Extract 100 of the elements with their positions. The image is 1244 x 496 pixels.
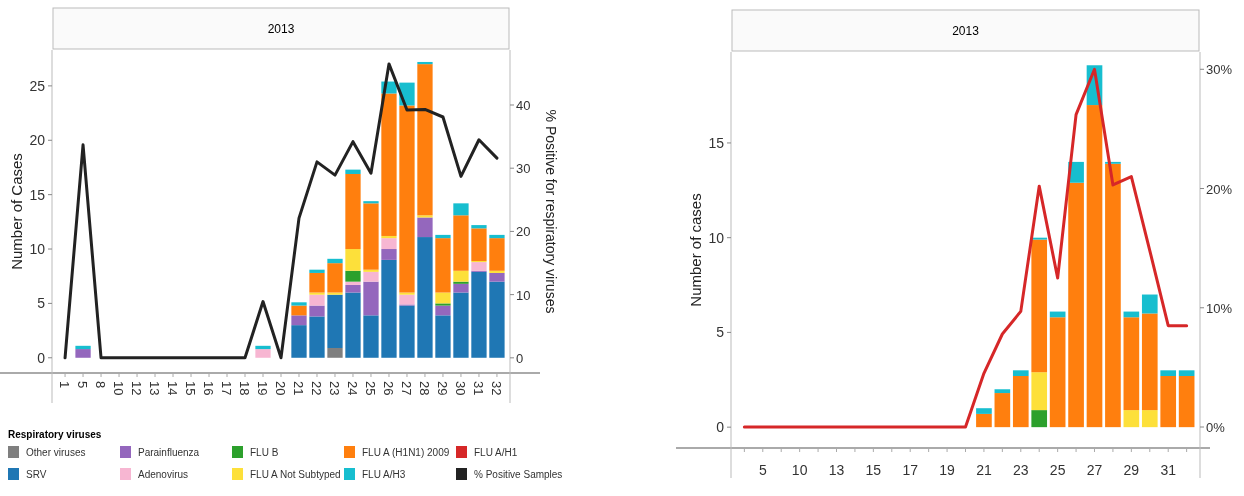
bar xyxy=(291,315,307,326)
bar xyxy=(471,271,487,358)
bar xyxy=(471,228,487,261)
x-tick-label: 5 xyxy=(758,462,767,478)
bar xyxy=(363,315,379,358)
y-tick-label: 5 xyxy=(37,295,46,312)
bar xyxy=(453,203,469,216)
bar xyxy=(453,283,469,293)
x-tick-label: 25 xyxy=(362,381,378,396)
y2-axis-title: % Positive for respiratory viruses xyxy=(543,109,559,314)
x-tick-label: 21 xyxy=(291,381,306,396)
y-tick-label: 0 xyxy=(716,419,725,436)
bar xyxy=(75,349,91,358)
bar xyxy=(399,105,415,293)
bar xyxy=(489,281,505,358)
bar xyxy=(1031,372,1048,411)
bar xyxy=(435,234,451,239)
bar xyxy=(327,347,343,358)
bar xyxy=(417,237,433,358)
y2-tick-label: 20% xyxy=(1206,181,1233,197)
y-tick-label: 20 xyxy=(29,132,46,149)
x-tick-label: 22 xyxy=(308,381,324,396)
bar xyxy=(291,325,307,358)
bar xyxy=(453,281,469,284)
bar xyxy=(309,292,325,295)
bar xyxy=(255,345,271,350)
x-tick-label: 18 xyxy=(237,381,253,396)
y2-tick-label: 10 xyxy=(516,287,531,303)
bar xyxy=(417,61,433,65)
bar xyxy=(75,345,91,350)
y-tick-label: 10 xyxy=(29,241,46,258)
bar xyxy=(435,305,451,316)
bar xyxy=(363,269,379,272)
x-tick-label: 20 xyxy=(273,381,288,396)
bar xyxy=(417,215,433,218)
bar xyxy=(291,305,307,316)
bar xyxy=(1086,105,1103,428)
bar xyxy=(1068,182,1084,428)
legend-label: Adenovirus xyxy=(138,469,189,480)
y2-tick-label: 0 xyxy=(516,350,524,366)
y2-tick-label: 10% xyxy=(1206,300,1233,316)
bar xyxy=(994,389,1011,394)
bar xyxy=(345,169,361,174)
x-tick-label: 17 xyxy=(902,462,919,478)
bar xyxy=(309,294,325,306)
y-tick-label: 0 xyxy=(37,349,46,366)
x-tick-label: 5 xyxy=(75,381,91,389)
legend-label: Parainfluenza xyxy=(138,447,200,458)
bar xyxy=(345,173,361,250)
bar xyxy=(327,292,343,295)
x-tick-label: 28 xyxy=(416,381,432,396)
bar xyxy=(1160,370,1177,376)
bar xyxy=(345,292,361,358)
x-tick-label: 15 xyxy=(183,381,199,396)
bar xyxy=(381,238,397,250)
bar xyxy=(976,408,992,414)
line-series xyxy=(742,67,1189,429)
bar xyxy=(417,217,433,238)
x-tick-label: 31 xyxy=(470,381,486,396)
bar xyxy=(976,413,992,428)
y-tick-label: 10 xyxy=(708,229,725,246)
bar xyxy=(399,292,415,295)
bar xyxy=(327,258,343,264)
bar xyxy=(435,315,451,358)
x-tick-label: 29 xyxy=(1123,462,1140,478)
bar xyxy=(363,271,379,282)
bar xyxy=(381,249,397,260)
legend-label: FLU A/H3 xyxy=(362,469,406,480)
bar xyxy=(489,272,505,282)
x-tick-label: 30 xyxy=(452,381,468,396)
bar xyxy=(291,302,307,306)
bar xyxy=(345,249,361,271)
bar xyxy=(309,305,325,317)
bar xyxy=(453,215,469,271)
y2-tick-label: 20 xyxy=(516,224,531,240)
y2-tick-label: 0% xyxy=(1206,420,1226,436)
x-tick-label: 10 xyxy=(791,462,808,478)
x-tick-label: 25 xyxy=(1049,462,1066,478)
bar xyxy=(381,235,397,239)
bar xyxy=(435,303,451,306)
bar xyxy=(1105,163,1121,428)
bar xyxy=(453,292,469,358)
x-tick-label: 24 xyxy=(344,381,360,396)
bar xyxy=(363,281,379,316)
bar xyxy=(489,234,505,239)
x-tick-label: 13 xyxy=(147,381,163,396)
legend-label: % Positive Samples xyxy=(474,469,563,480)
x-tick-label: 27 xyxy=(1086,462,1103,478)
bar xyxy=(435,292,451,304)
bar xyxy=(399,305,415,358)
x-tick-label: 12 xyxy=(129,381,145,396)
bar xyxy=(1012,370,1029,376)
y2-tick-label: 40 xyxy=(516,97,531,113)
x-tick-label: 23 xyxy=(1013,462,1029,478)
bar xyxy=(453,270,469,282)
bar xyxy=(309,272,325,293)
x-tick-label: 16 xyxy=(201,381,217,396)
bar xyxy=(381,93,397,236)
x-tick-label: 17 xyxy=(219,381,235,396)
bar xyxy=(417,64,433,216)
